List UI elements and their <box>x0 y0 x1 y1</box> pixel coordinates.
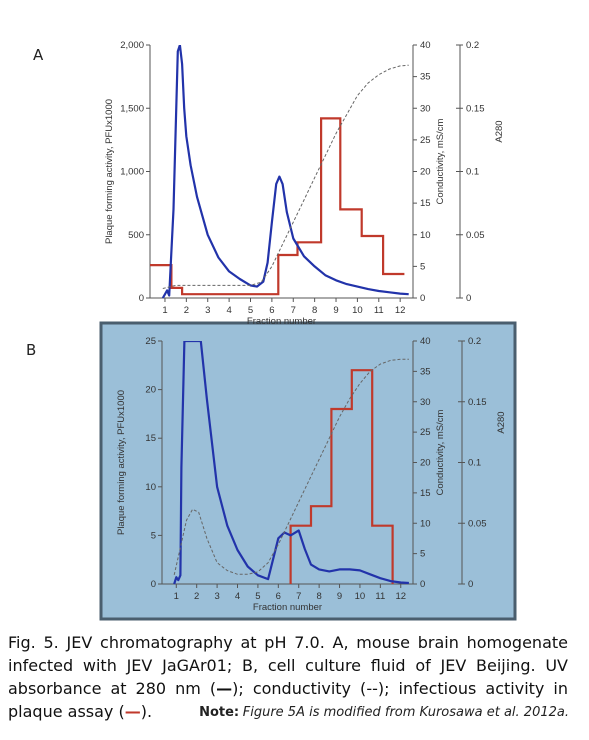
conductivity-tick-label: 25 <box>420 427 431 438</box>
x-tick-label: 11 <box>375 591 385 602</box>
conductivity-axis-title: Conductivity, mS/cm <box>435 118 446 204</box>
x-tick-label: 2 <box>194 591 199 602</box>
x-tick-label: 10 <box>352 305 363 316</box>
y-tick-label: 15 <box>145 433 156 444</box>
x-tick-label: 3 <box>205 305 210 316</box>
conductivity-tick-label: 25 <box>420 135 431 146</box>
plot-area <box>173 341 409 585</box>
x-tick-label: 8 <box>316 591 321 602</box>
conductivity-tick-label: 10 <box>420 518 431 529</box>
absorbance-tick-label: 0 <box>466 293 471 304</box>
conductivity-tick-label: 15 <box>420 488 431 499</box>
conductivity-tick-label: 5 <box>420 549 425 560</box>
panel-b-chart: 0510152025051015202530354000.050.10.150.… <box>116 336 507 613</box>
y-tick-label: 1,500 <box>120 103 144 114</box>
y-tick-label: 1,000 <box>120 167 144 178</box>
absorbance-tick-label: 0.05 <box>468 518 487 529</box>
conductivity-axis-title: Conductivity, mS/cm <box>435 409 446 495</box>
plaque-legend-symbol: — <box>124 702 141 721</box>
plot-area <box>150 45 409 299</box>
x-tick-label: 6 <box>269 305 274 316</box>
y-axis-title: Plaque forming activity, PFUx1000 <box>104 99 115 244</box>
x-tick-label: 5 <box>248 305 253 316</box>
figure-note: Note: Figure 5A is modified from Kurosaw… <box>199 704 569 720</box>
absorbance-tick-label: 0.1 <box>468 458 481 469</box>
panel-letter-b: B <box>26 341 36 359</box>
caption-text-3: ); infectious activity in plaque assay ( <box>8 679 569 721</box>
y-tick-label: 20 <box>145 385 156 396</box>
conductivity-tick-label: 10 <box>420 230 431 241</box>
uv-absorbance-series <box>161 45 409 299</box>
conductivity-series <box>162 64 409 289</box>
conductivity-tick-label: 20 <box>420 167 431 178</box>
x-axis-title: Fraction number <box>253 602 322 613</box>
y-tick-label: 25 <box>145 336 156 347</box>
x-tick-label: 5 <box>255 591 260 602</box>
absorbance-tick-label: 0.15 <box>468 397 487 408</box>
conductivity-tick-label: 15 <box>420 198 431 209</box>
conductivity-tick-label: 30 <box>420 397 431 408</box>
conductivity-tick-label: 40 <box>420 40 431 51</box>
absorbance-axis-title: A280 <box>496 411 507 433</box>
uv-absorbance-series <box>173 341 409 585</box>
panel-b-background <box>99 321 517 621</box>
y-axis-title: Plaque forming activity, PFUx1000 <box>116 390 127 535</box>
absorbance-tick-label: 0 <box>468 579 473 590</box>
conductivity-tick-label: 0 <box>420 579 425 590</box>
conductivity-legend-symbol: -- <box>366 679 378 698</box>
caption-text-end: ). <box>140 702 153 721</box>
x-axis-title: Fraction number <box>247 316 316 327</box>
conductivity-tick-label: 20 <box>420 458 431 469</box>
x-tick-label: 12 <box>395 591 406 602</box>
x-tick-label: 10 <box>355 591 366 602</box>
y-tick-label: 10 <box>145 482 156 493</box>
note-label: Note: <box>199 705 240 720</box>
conductivity-tick-label: 0 <box>420 293 425 304</box>
absorbance-tick-label: 0.1 <box>466 167 479 178</box>
x-tick-label: 9 <box>333 305 338 316</box>
panel-letter-a: A <box>33 46 44 64</box>
conductivity-tick-label: 30 <box>420 103 431 114</box>
plaque-activity-series <box>150 117 405 296</box>
uv-legend-symbol: — <box>216 679 233 698</box>
caption-main-text: Fig. 5. JEV chromatography at pH 7.0. A,… <box>8 633 568 698</box>
conductivity-tick-label: 35 <box>420 72 431 83</box>
conductivity-tick-label: 5 <box>420 261 425 272</box>
x-tick-label: 3 <box>214 591 219 602</box>
x-tick-label: 7 <box>291 305 296 316</box>
x-tick-label: 1 <box>174 591 179 602</box>
x-tick-label: 7 <box>296 591 301 602</box>
conductivity-tick-label: 35 <box>420 366 431 377</box>
x-tick-label: 4 <box>226 305 231 316</box>
x-tick-label: 1 <box>162 305 167 316</box>
plaque-activity-series <box>289 369 394 584</box>
figure-caption: Fig. 5. JEV chromatography at pH 7.0. A,… <box>8 631 568 723</box>
x-tick-label: 4 <box>235 591 240 602</box>
conductivity-tick-label: 40 <box>420 336 431 347</box>
absorbance-tick-label: 0.15 <box>466 103 485 114</box>
y-tick-label: 0 <box>151 579 156 590</box>
x-tick-label: 6 <box>276 591 281 602</box>
absorbance-tick-label: 0.2 <box>468 336 481 347</box>
caption-text-2: ); conductivity ( <box>232 679 367 698</box>
x-tick-label: 12 <box>395 305 406 316</box>
conductivity-series <box>173 358 409 576</box>
x-tick-label: 9 <box>337 591 342 602</box>
absorbance-axis-title: A280 <box>494 120 505 142</box>
y-tick-label: 5 <box>151 530 156 541</box>
x-tick-label: 2 <box>184 305 189 316</box>
absorbance-tick-label: 0.05 <box>466 230 485 241</box>
note-text: Figure 5A is modified from Kurosawa et a… <box>242 705 569 720</box>
absorbance-tick-label: 0.2 <box>466 40 479 51</box>
panel-a-chart: 05001,0001,5002,000051015202530354000.05… <box>104 40 505 327</box>
x-tick-label: 8 <box>312 305 317 316</box>
y-tick-label: 500 <box>128 230 144 241</box>
y-tick-label: 2,000 <box>120 40 144 51</box>
x-tick-label: 11 <box>374 305 384 316</box>
figure-5-charts: A B 05001,0001,5002,00005101520253035400… <box>26 40 517 621</box>
y-tick-label: 0 <box>139 293 144 304</box>
